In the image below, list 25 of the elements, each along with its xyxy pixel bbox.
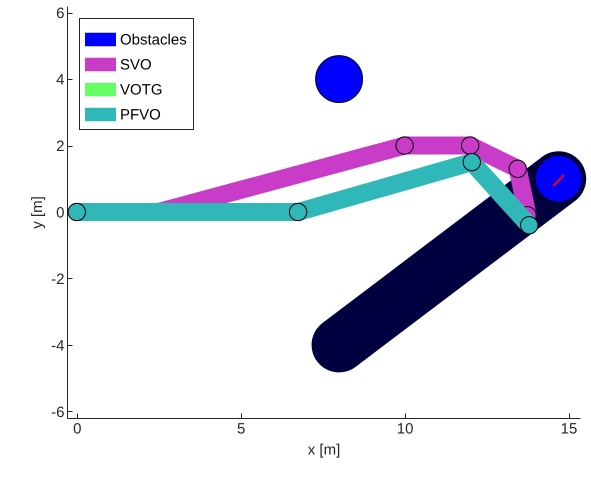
y-tick-label: -2 xyxy=(51,270,64,288)
point xyxy=(395,136,414,155)
point xyxy=(462,153,481,172)
x-tick-label: 15 xyxy=(560,420,578,438)
x-axis-title: x [m] xyxy=(308,442,340,458)
legend-label: Obstacles xyxy=(120,32,187,48)
y-tick-label: 2 xyxy=(56,138,64,156)
y-axis-title: y [m] xyxy=(29,196,46,229)
legend-label: SVO xyxy=(120,56,152,74)
point xyxy=(508,160,527,178)
legend-label: PFVO xyxy=(120,106,161,124)
x-tick-label: 0 xyxy=(73,420,82,438)
point xyxy=(315,55,364,103)
legend-label: VOTG xyxy=(120,82,163,98)
y-tick-label: 0 xyxy=(56,204,64,222)
y-tick-label: 4 xyxy=(56,72,64,89)
point xyxy=(461,136,480,155)
x-tick-label: 10 xyxy=(396,420,414,438)
point xyxy=(288,202,308,222)
y-tick-label: -4 xyxy=(51,337,64,354)
point xyxy=(534,154,583,203)
x-tick-label: 5 xyxy=(237,420,246,438)
y-tick-label: 6 xyxy=(56,5,64,22)
y-tick-label: -6 xyxy=(51,404,64,421)
point xyxy=(520,216,538,234)
